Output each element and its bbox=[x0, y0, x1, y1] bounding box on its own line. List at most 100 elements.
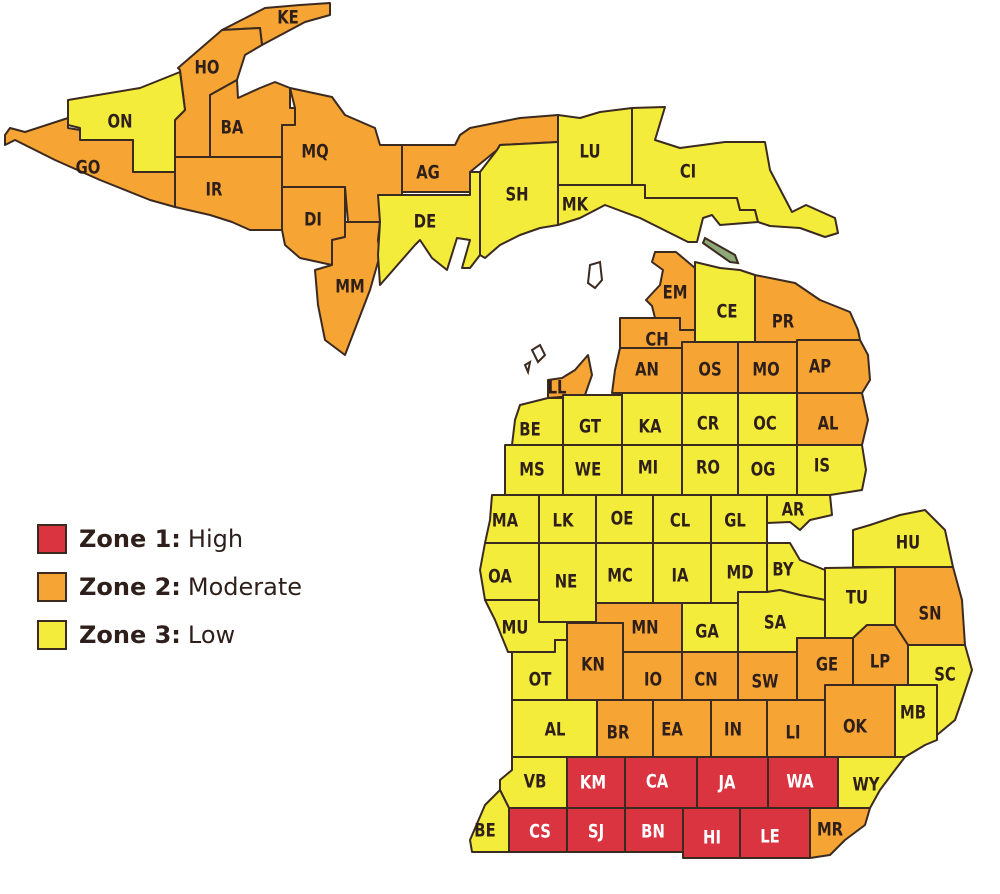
county-label: OC bbox=[753, 413, 776, 435]
county-label: GA bbox=[695, 621, 719, 643]
county-label: MA bbox=[492, 510, 519, 532]
county-label: WY bbox=[852, 774, 880, 796]
county-label: IR bbox=[206, 179, 223, 201]
county-label: BE bbox=[474, 820, 495, 842]
county-label: LL bbox=[548, 377, 567, 399]
legend-swatch-zone-2 bbox=[37, 572, 67, 602]
county-label: MC bbox=[607, 565, 633, 587]
county-label: MO bbox=[752, 359, 779, 381]
county-label: MR bbox=[817, 819, 843, 841]
county-label: LK bbox=[553, 510, 575, 532]
legend-level-label: Low bbox=[187, 621, 236, 649]
county-label: LE bbox=[760, 826, 780, 848]
county-label: OS bbox=[698, 359, 721, 381]
county-de bbox=[377, 171, 481, 286]
county-label: OG bbox=[751, 459, 776, 481]
county-label: GO bbox=[76, 157, 101, 179]
county-label: OA bbox=[488, 566, 512, 588]
county-label: GT bbox=[579, 416, 601, 438]
county-label: MB bbox=[900, 702, 926, 724]
legend-zone-label: Zone 1: bbox=[79, 525, 181, 553]
county-label: LP bbox=[870, 651, 890, 673]
county-label: CL bbox=[670, 510, 690, 532]
county-label: JA bbox=[718, 772, 737, 794]
county-label: PR bbox=[772, 311, 794, 333]
county-label: AG bbox=[416, 162, 440, 184]
county-pr bbox=[754, 274, 861, 343]
legend-level-label: Moderate bbox=[187, 573, 303, 601]
county-label: SA bbox=[764, 612, 787, 634]
county-ci bbox=[631, 106, 839, 238]
legend: Zone 1: High Zone 2: Moderate Zone 3: Lo… bbox=[37, 515, 302, 659]
county-labels-layer: KE HO ON GO BA IR MQ DI MM AG DE SH LU MK CI EM CE PR CH AN… bbox=[76, 7, 956, 849]
county-label: OK bbox=[843, 716, 868, 738]
county-label: CH bbox=[645, 329, 668, 351]
county-label: AN bbox=[635, 359, 659, 381]
county-ap bbox=[796, 339, 871, 394]
county-sh bbox=[479, 141, 559, 259]
county-label: AR bbox=[782, 499, 805, 521]
counties-layer bbox=[4, 2, 973, 859]
county-label: EA bbox=[661, 719, 683, 741]
county-label: MQ bbox=[301, 141, 328, 163]
county-label: SJ bbox=[588, 821, 604, 843]
county-label: NE bbox=[555, 571, 578, 593]
county-label: CA bbox=[646, 771, 669, 793]
county-label: WA bbox=[786, 771, 814, 793]
county-label: KN bbox=[581, 654, 605, 676]
county-label: IA bbox=[672, 565, 690, 587]
county-label: LI bbox=[786, 722, 801, 744]
county-label: MD bbox=[726, 562, 753, 584]
legend-swatch-zone-1 bbox=[37, 524, 67, 554]
county-label: SH bbox=[505, 184, 528, 206]
county-label: TU bbox=[846, 587, 868, 609]
county-label: KE bbox=[277, 7, 299, 29]
county-label: IN bbox=[724, 719, 742, 741]
county-label: AL bbox=[545, 719, 566, 741]
county-label: DE bbox=[414, 211, 436, 233]
county-mr bbox=[809, 807, 871, 859]
county-label: CR bbox=[697, 413, 719, 435]
county-al bbox=[796, 392, 869, 446]
county-label: GL bbox=[724, 510, 746, 532]
island bbox=[530, 343, 547, 364]
county-label: BA bbox=[221, 117, 244, 139]
legend-swatch-zone-3 bbox=[37, 620, 67, 650]
county-label: SW bbox=[752, 671, 779, 693]
legend-zone-label: Zone 3: bbox=[79, 621, 181, 649]
county-label: IS bbox=[814, 455, 830, 477]
county-label: DI bbox=[304, 209, 322, 231]
county-label: KM bbox=[580, 772, 606, 794]
county-label: HU bbox=[896, 532, 920, 554]
legend-level-label: High bbox=[187, 525, 244, 553]
beaver-island bbox=[586, 260, 604, 290]
county-label: HO bbox=[195, 57, 220, 79]
county-label: WE bbox=[575, 459, 601, 481]
legend-zone-label: Zone 2: bbox=[79, 573, 181, 601]
county-label: IO bbox=[644, 669, 662, 691]
county-go bbox=[4, 117, 176, 208]
county-label: MS bbox=[519, 459, 544, 481]
county-label: BN bbox=[641, 821, 665, 843]
islands-layer bbox=[523, 236, 740, 376]
bois-blanc-island bbox=[701, 236, 740, 265]
county-label: VB bbox=[524, 771, 547, 793]
county-label: ON bbox=[108, 111, 133, 133]
county-label: AP bbox=[809, 356, 831, 378]
county-label: SC bbox=[934, 664, 956, 686]
county-label: BE bbox=[519, 419, 540, 441]
county-label: GE bbox=[816, 654, 838, 676]
county-label: AL bbox=[818, 413, 839, 435]
county-label: CS bbox=[529, 821, 551, 843]
county-label: BY bbox=[772, 559, 794, 581]
county-ar bbox=[766, 494, 833, 531]
county-label: CN bbox=[694, 669, 717, 691]
county-label: MK bbox=[562, 194, 589, 216]
county-is bbox=[796, 444, 867, 496]
county-ir bbox=[174, 156, 283, 231]
county-label: SN bbox=[918, 603, 941, 625]
county-label: BR bbox=[607, 722, 630, 744]
county-label: CI bbox=[680, 161, 696, 183]
county-label: OE bbox=[611, 508, 634, 530]
